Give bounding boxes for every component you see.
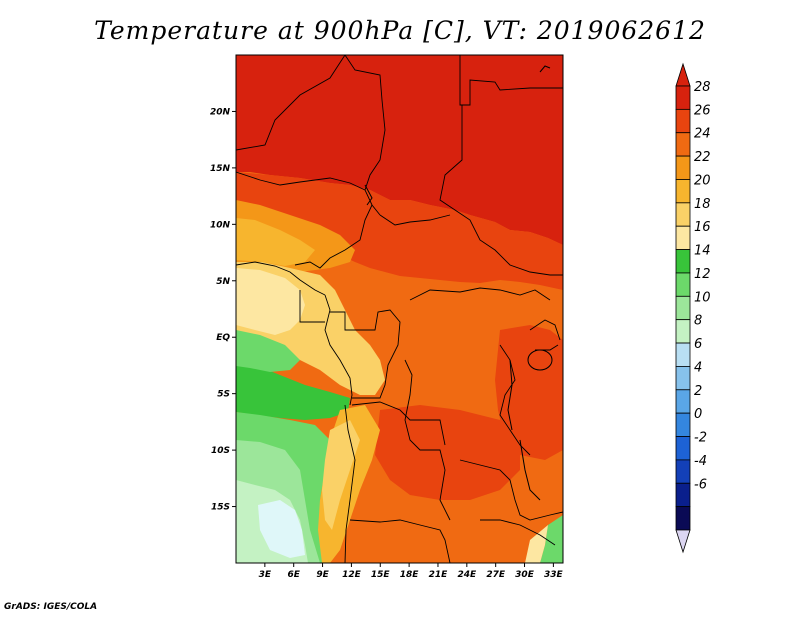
field-16-atlantic <box>236 268 305 335</box>
field-28-north <box>236 55 563 245</box>
colorbar-box <box>675 459 691 484</box>
field-26-sahel <box>236 172 563 290</box>
colorbar-box <box>675 179 691 204</box>
y-tick-label: 10N <box>210 220 231 230</box>
y-tick-label: 15S <box>211 503 230 513</box>
lakes <box>364 65 553 501</box>
colorbar-boxes <box>675 62 691 554</box>
colorbar-label: 18 <box>694 197 711 212</box>
colorbar-label: 4 <box>694 360 702 375</box>
colorbar-label: -6 <box>694 477 707 492</box>
y-tick-label: EQ <box>216 333 230 343</box>
x-tick-label: 24E <box>457 570 477 580</box>
temperature-field <box>236 55 563 563</box>
field-6-southatlantic <box>258 500 305 558</box>
colorbar-box <box>675 155 691 180</box>
x-tick-label: 33E <box>544 570 564 580</box>
colorbar-bottom-arrow <box>675 529 691 554</box>
y-tick-label: 15N <box>210 164 231 174</box>
field-14-atlantic <box>236 360 350 420</box>
colorbar-box <box>675 202 691 227</box>
grads-credit: GrADS: IGES/COLA <box>4 602 98 612</box>
colorbar-label: 10 <box>694 290 711 305</box>
y-tick-label: 20N <box>210 107 231 117</box>
field-16-southeast <box>525 525 548 563</box>
map-frame <box>235 54 564 564</box>
colorbar-box <box>675 272 691 297</box>
chart-title: Temperature at 900hPa [C], VT: 201906261… <box>94 16 706 45</box>
colorbar-label: 8 <box>694 314 702 329</box>
x-tick-label: 9E <box>316 570 329 580</box>
x-tick-label: 18E <box>400 570 420 580</box>
field-20-westafrica <box>236 218 315 266</box>
colorbar-box <box>675 295 691 321</box>
colorbar-box <box>675 506 691 531</box>
colorbar-label: 12 <box>694 267 711 282</box>
y-axis: 20N 15N 10N 5N EQ 5S 10S 15S <box>210 107 236 513</box>
colorbar-label: -2 <box>694 431 707 446</box>
colorbar-box <box>675 85 691 110</box>
colorbar-box <box>675 249 691 274</box>
field-26-southcentral <box>375 405 520 500</box>
y-tick-label: 5N <box>216 277 230 287</box>
y-tick-label: 10S <box>211 446 230 456</box>
x-tick-label: 30E <box>515 570 535 580</box>
x-tick-label: 21E <box>429 570 449 580</box>
colorbar-box <box>675 319 691 344</box>
field-18-angola <box>322 420 360 530</box>
colorbar-label: 24 <box>694 127 711 142</box>
field-26-eastafrica <box>495 325 563 460</box>
colorbar-top-arrow <box>675 62 691 87</box>
x-axis: 3E 6E 9E 12E 15E 18E 21E 24E 27E 30E 33E <box>259 563 564 580</box>
colorbar-label: 20 <box>694 173 711 188</box>
colorbar-label: 26 <box>694 103 711 118</box>
colorbar-box <box>675 225 691 250</box>
colorbar-label: 22 <box>694 150 711 165</box>
colorbar-label: 6 <box>694 337 702 352</box>
colorbar-box <box>675 389 691 414</box>
x-tick-label: 6E <box>287 570 300 580</box>
colorbar-label: 28 <box>694 80 711 95</box>
colorbar-label: 2 <box>694 384 702 399</box>
colorbar-box <box>675 108 691 134</box>
field-12-atlantic <box>236 330 300 372</box>
colorbar-label: -4 <box>694 454 707 469</box>
field-12-southeast <box>540 515 563 563</box>
y-tick-label: 5S <box>217 390 230 400</box>
x-tick-label: 12E <box>342 570 362 580</box>
colorbar-label: 16 <box>694 220 711 235</box>
x-tick-label: 27E <box>486 570 506 580</box>
colorbar-label: 0 <box>694 407 702 422</box>
colorbar-label: 14 <box>694 244 711 259</box>
x-tick-label: 3E <box>259 570 272 580</box>
colorbar-box <box>675 436 691 461</box>
colorbar-box <box>675 412 691 437</box>
political-borders <box>236 55 563 563</box>
colorbar-box <box>675 482 691 508</box>
colorbar-box <box>675 342 691 367</box>
colorbar-box <box>675 366 691 391</box>
colorbar-box <box>675 132 691 157</box>
x-tick-label: 15E <box>371 570 391 580</box>
